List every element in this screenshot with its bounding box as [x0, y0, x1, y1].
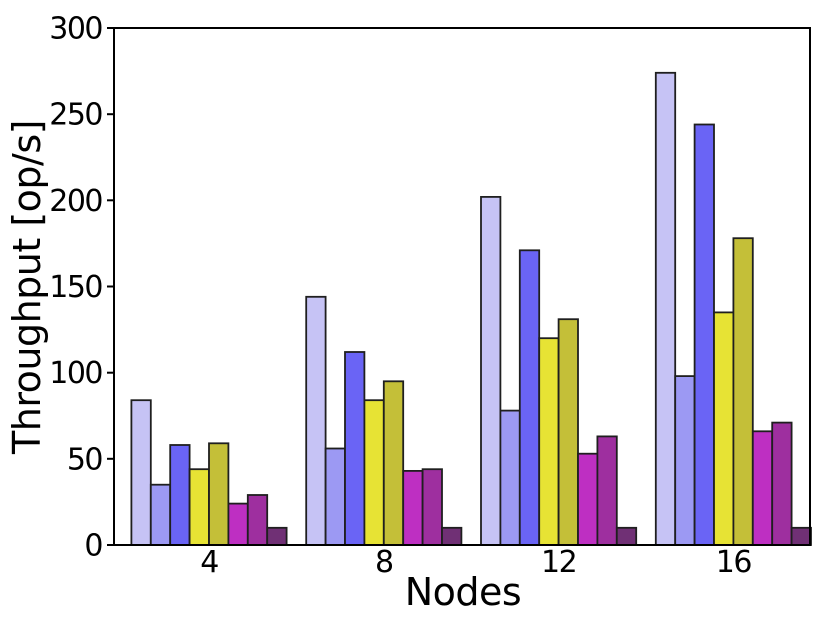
- y-tick-label: 50: [67, 442, 103, 477]
- bar-16-7: [771, 421, 793, 546]
- bar-8-8: [441, 526, 463, 546]
- bar-12-8: [615, 526, 638, 546]
- bar-12-2: [499, 409, 521, 546]
- bar-4-7: [246, 494, 269, 546]
- bar-16-5: [732, 237, 754, 546]
- bar-12-3: [518, 249, 541, 546]
- x-tick-label: 12: [541, 545, 576, 580]
- y-tick-label: 100: [49, 356, 102, 391]
- x-tick-label: 4: [200, 545, 218, 580]
- y-axis-label: Throughput [op/s]: [5, 120, 49, 454]
- y-tick-label: 250: [49, 98, 102, 133]
- bar-16-3: [693, 123, 715, 546]
- bar-8-4: [363, 399, 385, 546]
- bar-12-6: [577, 452, 599, 546]
- bar-8-2: [324, 447, 346, 546]
- bar-4-4: [188, 468, 210, 546]
- x-axis-label: Nodes: [404, 570, 522, 614]
- bar-16-4: [713, 311, 735, 546]
- x-tick-label: 8: [375, 545, 393, 580]
- bar-4-5: [208, 442, 230, 546]
- bar-8-7: [421, 468, 443, 546]
- bar-4-1: [130, 399, 152, 546]
- bar-12-4: [538, 337, 560, 546]
- x-tick-label: 16: [716, 545, 752, 580]
- bar-16-2: [674, 375, 696, 546]
- y-tick-label: 150: [49, 270, 102, 305]
- bar-12-1: [480, 195, 502, 546]
- bar-8-5: [382, 380, 405, 546]
- bar-4-8: [266, 526, 288, 546]
- y-tick-label: 200: [49, 184, 102, 219]
- bar-16-1: [654, 71, 677, 546]
- bar-8-3: [344, 351, 366, 546]
- bar-12-7: [596, 435, 618, 546]
- bar-8-6: [402, 469, 424, 546]
- bar-16-8: [790, 526, 812, 546]
- bar-16-6: [751, 430, 774, 546]
- bar-8-1: [305, 295, 327, 546]
- bar-4-6: [227, 502, 249, 546]
- y-tick-label: 0: [84, 529, 102, 564]
- bar-4-2: [149, 483, 172, 546]
- bar-4-3: [169, 444, 191, 546]
- y-tick-label: 300: [49, 12, 102, 47]
- bar-12-5: [557, 318, 579, 546]
